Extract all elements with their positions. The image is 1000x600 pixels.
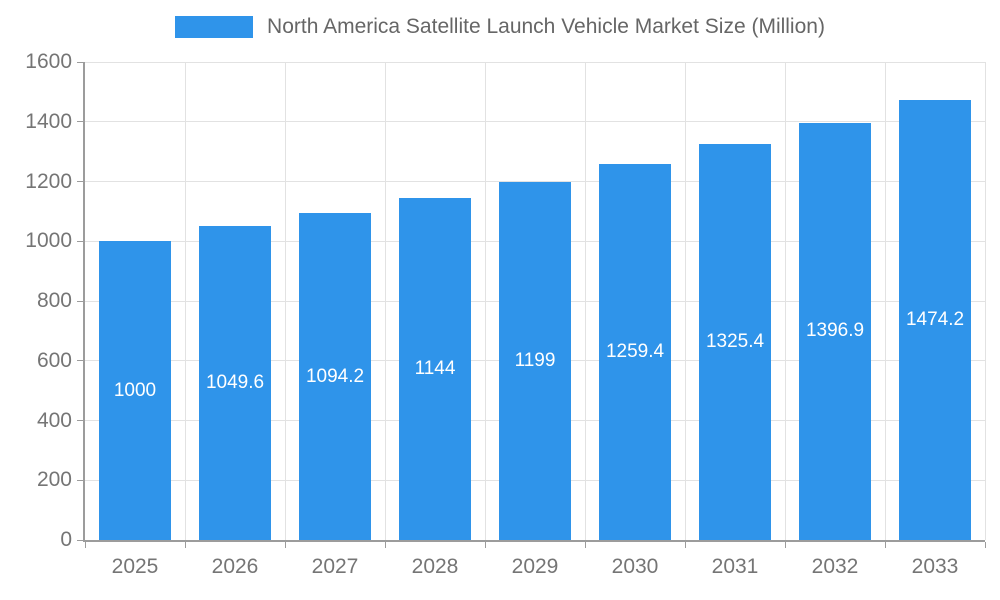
- bar-2026[interactable]: 1049.6: [199, 226, 271, 540]
- x-axis-tick-mark: [484, 542, 486, 548]
- bar-2030[interactable]: 1259.4: [599, 163, 671, 540]
- bar-value-label: 1396.9: [805, 320, 865, 342]
- x-axis-tick-label: 2027: [311, 555, 359, 578]
- bar-value-label: 1000: [113, 379, 157, 401]
- y-axis-tick-mark: [77, 240, 83, 242]
- x-axis-tick-label: 2032: [811, 555, 859, 578]
- bar-2028[interactable]: 1144: [399, 198, 471, 540]
- y-axis-tick-label: 800: [36, 289, 72, 312]
- x-axis-line: [83, 540, 985, 542]
- y-axis-tick-label: 1200: [25, 169, 72, 193]
- vertical-gridline: [584, 62, 586, 540]
- horizontal-gridline: [85, 121, 985, 123]
- x-axis-tick-mark: [584, 542, 586, 548]
- vertical-gridline: [884, 62, 886, 540]
- x-axis-tick-mark: [284, 542, 286, 548]
- x-axis-tick-label: 2026: [211, 555, 259, 578]
- vertical-gridline: [684, 62, 686, 540]
- bar-2031[interactable]: 1325.4: [699, 144, 771, 540]
- x-axis-tick-label: 2031: [711, 555, 759, 578]
- legend-swatch-icon: [175, 16, 254, 38]
- y-axis-tick-mark: [77, 360, 83, 362]
- horizontal-gridline: [85, 61, 985, 63]
- y-axis-tick-label: 1400: [25, 109, 72, 133]
- vertical-gridline: [384, 62, 386, 540]
- x-axis-tick-label: 2025: [111, 555, 159, 578]
- chart-title: North America Satellite Launch Vehicle M…: [267, 15, 825, 38]
- bar-value-label: 1049.6: [205, 372, 265, 394]
- x-axis-tick-mark: [84, 542, 86, 548]
- y-axis-tick-label: 400: [36, 408, 72, 432]
- bar-value-label: 1199: [514, 349, 556, 371]
- chart-legend[interactable]: North America Satellite Launch Vehicle M…: [0, 14, 1000, 40]
- vertical-gridline: [984, 62, 986, 540]
- y-axis-tick-mark: [77, 121, 83, 123]
- vertical-gridline: [784, 62, 786, 540]
- y-axis-tick-label: 600: [36, 348, 72, 372]
- y-axis-tick-mark: [77, 61, 83, 63]
- bar-2029[interactable]: 1199: [499, 181, 571, 540]
- y-axis-tick-label: 1000: [25, 229, 72, 253]
- bar-2027[interactable]: 1094.2: [299, 213, 371, 540]
- y-axis-tick-mark: [77, 479, 83, 481]
- y-axis-tick-label: 1600: [25, 50, 72, 73]
- vertical-gridline: [284, 62, 286, 540]
- bar-value-label: 1259.4: [605, 340, 665, 362]
- x-axis-tick-label: 2029: [511, 555, 559, 578]
- bar-2025[interactable]: 1000: [99, 241, 171, 540]
- vertical-gridline: [184, 62, 186, 540]
- x-axis-tick-mark: [784, 542, 786, 548]
- x-axis-tick-mark: [984, 542, 986, 548]
- x-axis-tick-label: 2028: [411, 555, 459, 578]
- y-axis-tick-label: 0: [60, 528, 72, 551]
- x-axis-tick-label: 2033: [911, 555, 959, 578]
- x-axis-tick-mark: [884, 542, 886, 548]
- vertical-gridline: [484, 62, 486, 540]
- y-axis-tick-mark: [77, 539, 83, 541]
- horizontal-gridline: [85, 181, 985, 182]
- bar-value-label: 1094.2: [305, 365, 365, 387]
- x-axis-tick-mark: [384, 542, 386, 548]
- x-axis-tick-label: 2030: [611, 555, 659, 578]
- x-axis-tick-mark: [184, 542, 186, 548]
- bar-2033[interactable]: 1474.2: [899, 99, 971, 540]
- y-axis-tick-mark: [77, 420, 83, 421]
- y-axis-tick-mark: [77, 300, 83, 302]
- y-axis-tick-label: 200: [36, 468, 72, 492]
- bar-value-label: 1144: [414, 358, 456, 380]
- x-axis-tick-mark: [684, 542, 686, 548]
- bar-2032[interactable]: 1396.9: [799, 122, 871, 540]
- plot-area: 1000 1049.6 1094.2 1144 1199 1259.4 1325.4 1396…: [83, 61, 986, 542]
- bar-value-label: 1474.2: [905, 308, 965, 330]
- y-axis-tick-mark: [77, 181, 83, 182]
- bar-value-label: 1325.4: [705, 331, 765, 353]
- y-axis-line: [83, 62, 85, 540]
